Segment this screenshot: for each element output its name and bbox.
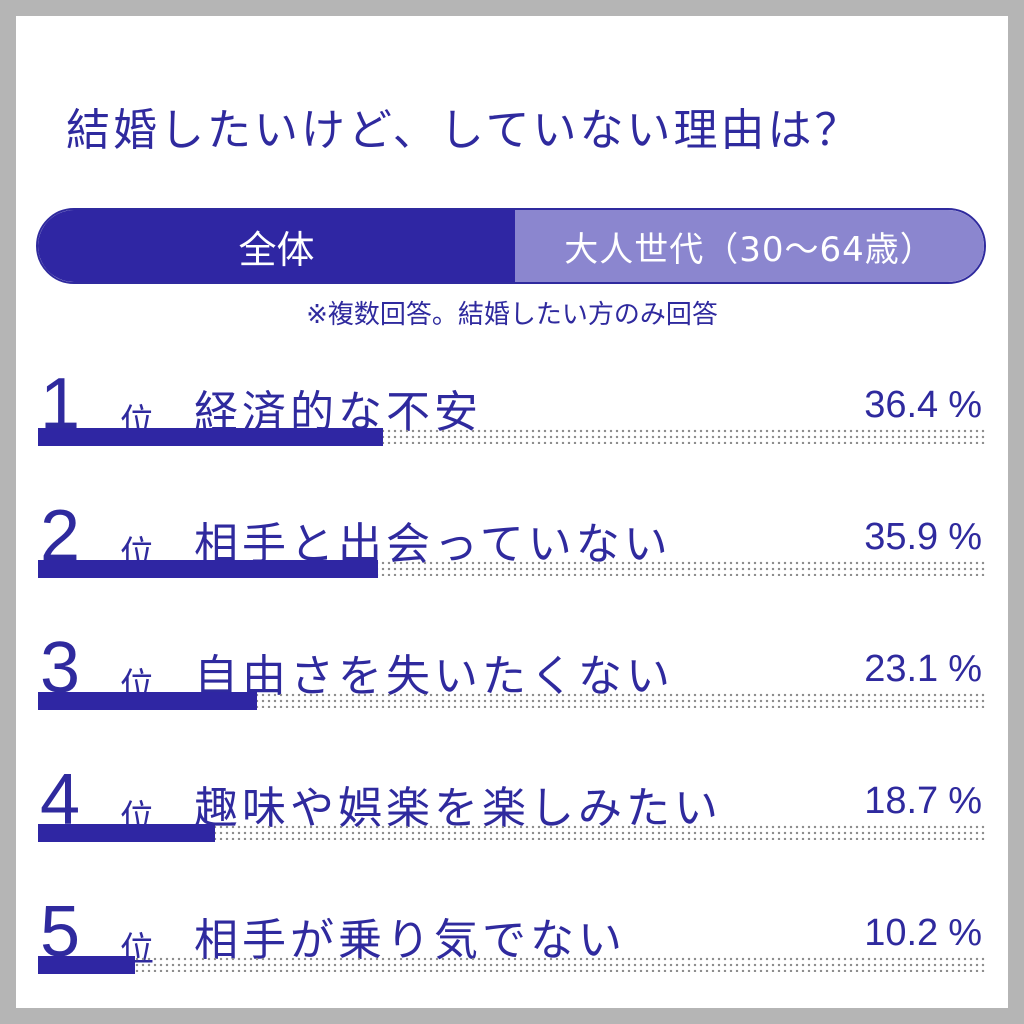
percent-value: 36.4 [864,384,939,426]
ranking-row: 4 位趣味や娯楽を楽しみたい 18.7% [16,764,1008,884]
percent-label: 10.2% [864,912,982,955]
percent-value: 35.9 [864,516,939,558]
bar-track-dotted [38,692,986,708]
percent-label: 36.4% [864,384,982,427]
percent-value: 18.7 [864,780,939,822]
ranking-row: 5 位相手が乗り気でない 10.2% [16,896,1008,1016]
bar-fill [38,560,378,578]
percent-value: 10.2 [864,912,939,954]
percent-value: 23.1 [864,648,939,690]
percent-unit: % [948,648,982,690]
bar-fill [38,956,135,974]
chart-card: 結婚したいけど、していない理由は？ 全体 大人世代（30〜64歳） ※複数回答。… [16,16,1008,1008]
bar-fill [38,824,215,842]
percent-unit: % [948,780,982,822]
percent-label: 18.7% [864,780,982,823]
segment-tabs: 全体 大人世代（30〜64歳） [36,208,986,284]
percent-unit: % [948,384,982,426]
bar-fill [38,428,383,446]
bar-track-dotted [38,956,986,972]
ranking-row: 2 位相手と出会っていない 35.9% [16,500,1008,620]
survey-note: ※複数回答。結婚したい方のみ回答 [306,300,718,330]
ranking-row: 3 位自由さを失いたくない 23.1% [16,632,1008,752]
chart-title: 結婚したいけど、していない理由は？ [66,105,862,156]
bar-track-dotted [38,824,986,840]
tab-all[interactable]: 全体 [38,210,515,282]
bar-fill [38,692,257,710]
tab-adult-generation[interactable]: 大人世代（30〜64歳） [515,210,984,282]
percent-label: 35.9% [864,516,982,559]
percent-unit: % [948,912,982,954]
percent-unit: % [948,516,982,558]
percent-label: 23.1% [864,648,982,691]
ranking-row: 1 位経済的な不安 36.4% [16,368,1008,488]
